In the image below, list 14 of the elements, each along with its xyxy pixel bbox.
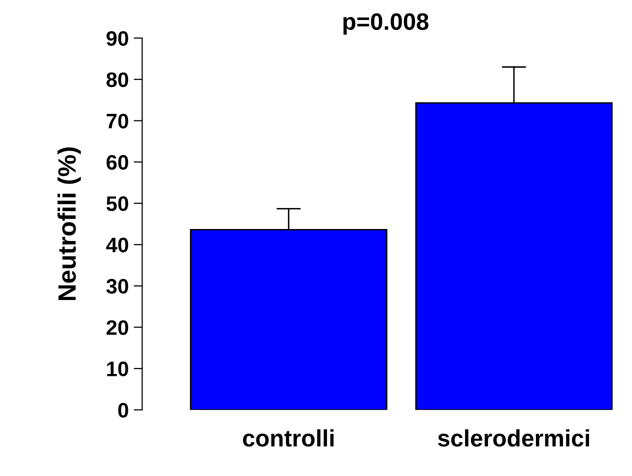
y-tick-label: 0 [118,402,128,418]
chart-title: p=0.008 [343,13,428,35]
y-tick-label: 90 [106,31,128,46]
y-tick-label: 70 [106,114,128,128]
y-tick-label: 80 [106,72,128,88]
y-tick-label: 50 [106,196,128,212]
y-tick-label: 60 [106,155,128,170]
y-axis-title: Neutrofili (%) [58,147,81,300]
y-tick-label: 20 [106,320,128,335]
y-tick-label: 30 [106,278,128,294]
y-tick-label: 40 [106,238,128,252]
x-tick-label: sclerodermici [438,429,590,447]
x-tick-label: controlli [243,429,334,447]
y-tick-label: 10 [107,362,128,376]
